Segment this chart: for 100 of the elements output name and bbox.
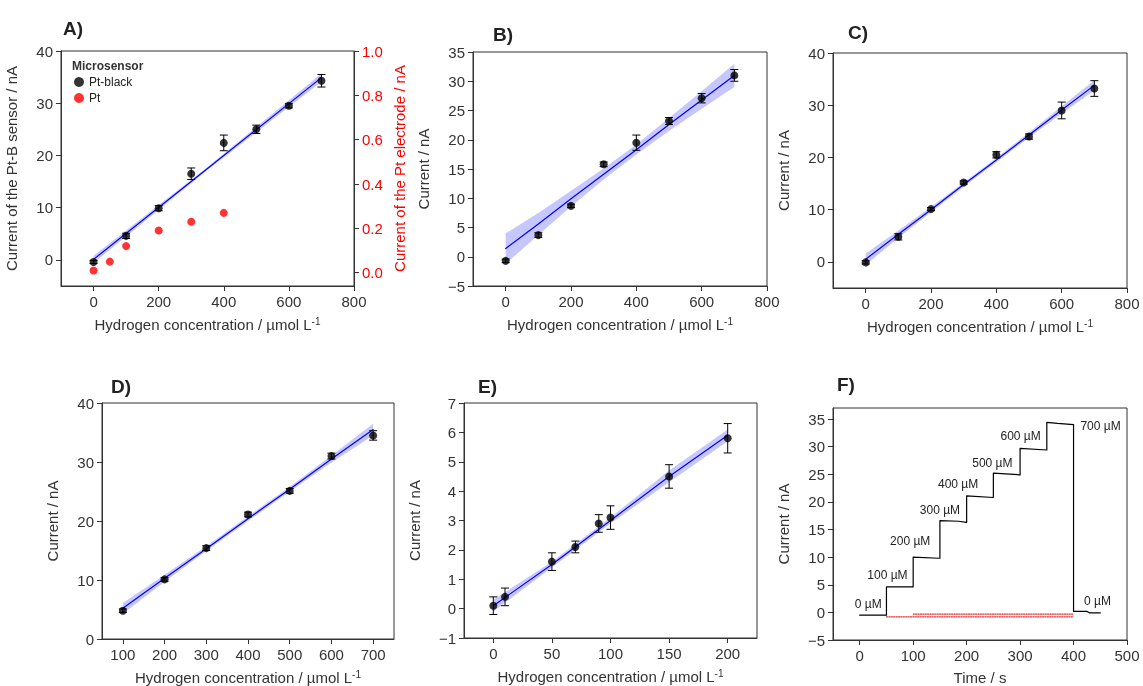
y-tick-label: 0 — [447, 600, 456, 618]
y-tick-label: −5 — [447, 277, 465, 295]
y-tick-label: 20 — [36, 146, 53, 164]
x-tick-label: 300 — [1007, 647, 1033, 664]
y-tick-label: 30 — [448, 72, 465, 90]
y-tick-label: −5 — [807, 631, 825, 649]
x-tick-label: 0 — [855, 647, 864, 664]
y-tick-label: 20 — [808, 148, 825, 166]
x-tick-label: 600 — [689, 293, 715, 310]
x-tick-label: 400 — [211, 293, 237, 310]
x-tick-label: 300 — [193, 646, 219, 663]
y-tick-label: 1 — [447, 570, 456, 588]
x-tick-label: 600 — [276, 293, 302, 310]
x-tick-label: 0 — [501, 293, 510, 310]
y-tick-label: 35 — [448, 43, 465, 61]
y-axis-title: Current / nA — [775, 483, 792, 565]
x-tick-label: 800 — [754, 293, 780, 310]
chart-title: C) — [848, 22, 869, 43]
y-tick-label: 25 — [448, 102, 465, 119]
y-tick-label: 7 — [447, 394, 456, 412]
x-tick-label: 800 — [1114, 295, 1140, 312]
y2-tick-label: 0.6 — [362, 131, 383, 149]
annotation: 700 µM — [1080, 419, 1121, 434]
y2-axis-title: Current of the Pt electrode / nA — [391, 65, 408, 272]
x-tick-label: 0 — [861, 295, 870, 312]
x-tick-label: 800 — [341, 293, 367, 310]
y2-tick-label: 1.0 — [362, 42, 383, 60]
y-tick-label: 30 — [36, 94, 53, 112]
annotation: 300 µM — [919, 503, 961, 518]
y2-tick-label: 0.8 — [362, 86, 383, 104]
y-tick-label: 40 — [36, 42, 53, 60]
chart-title: D) — [111, 376, 132, 397]
legend-title: Microsensor — [72, 59, 144, 73]
x-axis-title: Time / s — [953, 669, 1007, 686]
y-tick-label: 4 — [447, 482, 456, 500]
y-axis-title: Current of the Pt-B sensor / nA — [3, 65, 20, 272]
x-tick-label: 400 — [983, 295, 1009, 312]
y-tick-label: 20 — [448, 131, 465, 149]
x-tick-label: 50 — [543, 645, 561, 662]
annotation: 400 µM — [938, 477, 979, 492]
y-tick-label: 40 — [77, 394, 94, 412]
y-tick-label: 0 — [85, 630, 94, 648]
x-tick-label: 200 — [918, 295, 944, 312]
y2-tick-label: 0.0 — [362, 264, 383, 282]
x-tick-label: 100 — [900, 647, 926, 664]
y-tick-label: 6 — [447, 423, 456, 441]
y-tick-label: 15 — [808, 521, 825, 539]
y-axis-title: Current / nA — [406, 480, 423, 561]
annotation: 200 µM — [890, 534, 931, 549]
y-tick-label: 10 — [448, 189, 465, 207]
y-tick-label: 0 — [44, 251, 53, 269]
y-tick-label: 3 — [447, 512, 456, 529]
x-tick-label: 500 — [1114, 647, 1140, 664]
y-tick-label: 10 — [77, 571, 94, 589]
y-axis-title: Current / nA — [775, 130, 792, 211]
x-tick-label: 200 — [558, 293, 584, 310]
chart-title: A) — [63, 18, 84, 39]
annotation: 600 µM — [1000, 429, 1041, 444]
x-tick-label: 150 — [656, 645, 682, 662]
y-tick-label: 10 — [36, 199, 53, 217]
x-tick-label: 100 — [597, 645, 624, 662]
x-tick-label: 600 — [1049, 295, 1075, 312]
x-tick-label: 200 — [954, 647, 980, 664]
annotation: 500 µM — [972, 455, 1013, 470]
y-tick-label: 30 — [77, 453, 94, 471]
y-tick-label: 2 — [447, 541, 456, 559]
y-tick-label: 0 — [816, 603, 825, 621]
y-tick-label: 30 — [808, 96, 825, 114]
chart-title: B) — [493, 24, 514, 45]
legend-label: Pt — [89, 91, 101, 105]
x-tick-label: 500 — [277, 646, 303, 663]
y-tick-label: 5 — [816, 576, 825, 594]
y-tick-label: 0 — [456, 248, 465, 266]
x-tick-label: 400 — [235, 646, 261, 663]
x-tick-label: 400 — [623, 293, 649, 310]
y-axis-title: Current / nA — [415, 128, 432, 210]
y-tick-label: 0 — [816, 253, 825, 271]
chart-title: E) — [478, 376, 497, 397]
legend-label: Pt-black — [89, 75, 134, 89]
y2-tick-label: 0.2 — [362, 219, 383, 237]
y-tick-label: 40 — [808, 44, 825, 62]
chart-title: F) — [837, 374, 855, 395]
y-tick-label: 5 — [447, 453, 456, 471]
y-tick-label: 5 — [456, 219, 465, 236]
y-tick-label: 15 — [448, 160, 465, 178]
y-tick-label: 20 — [77, 512, 94, 530]
annotation: 0 µM — [854, 597, 882, 612]
x-tick-label: 100 — [110, 646, 136, 663]
x-tick-label: 200 — [146, 293, 172, 310]
annotation: 0 µM — [1084, 593, 1112, 608]
x-tick-label: 200 — [152, 646, 178, 663]
y-tick-label: 10 — [808, 548, 825, 566]
x-tick-label: 400 — [1061, 647, 1087, 664]
annotation: 100 µM — [867, 567, 908, 582]
y-tick-label: 20 — [808, 493, 825, 511]
y-tick-label: −1 — [438, 629, 456, 647]
x-tick-label: 200 — [715, 645, 741, 662]
y-axis-title: Current / nA — [44, 480, 61, 562]
y-tick-label: 10 — [808, 201, 825, 219]
x-tick-label: 0 — [489, 645, 498, 662]
